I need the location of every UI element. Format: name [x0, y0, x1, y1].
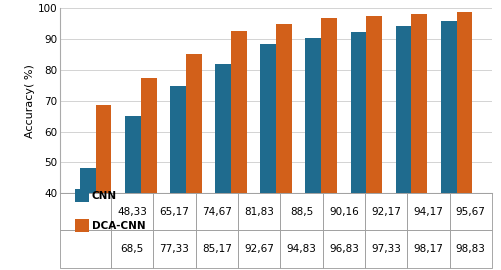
Bar — [455, 12, 471, 270]
Y-axis label: Accuracy( %): Accuracy( %) — [25, 64, 35, 138]
Bar — [230, 31, 246, 270]
Bar — [440, 21, 455, 270]
Bar — [395, 26, 411, 270]
Bar — [215, 64, 230, 270]
Bar — [321, 18, 336, 270]
Bar — [96, 105, 111, 270]
Bar — [366, 16, 381, 270]
Bar — [140, 78, 156, 270]
Bar — [170, 86, 185, 270]
Bar — [305, 38, 321, 270]
Bar — [125, 116, 140, 270]
Bar — [350, 32, 366, 270]
Bar — [411, 14, 426, 270]
Bar — [80, 168, 96, 270]
Bar — [260, 43, 276, 270]
Text: CNN: CNN — [92, 191, 117, 201]
Bar — [276, 24, 291, 270]
Text: DCA-CNN: DCA-CNN — [92, 221, 145, 231]
Bar — [185, 54, 201, 270]
